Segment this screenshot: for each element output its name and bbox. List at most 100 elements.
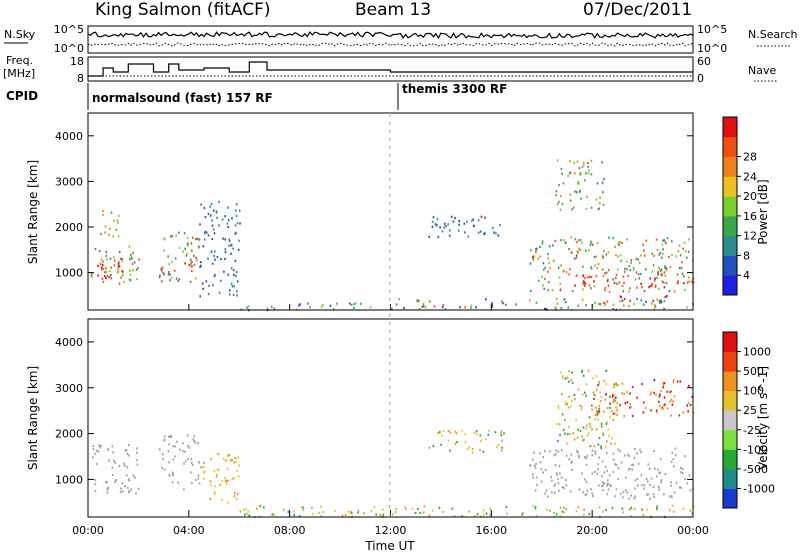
power-cell — [131, 262, 134, 265]
velocity-cell — [655, 409, 658, 412]
power-cell — [601, 181, 604, 184]
power-cell — [502, 302, 504, 305]
velocity-cell — [670, 390, 673, 393]
power-cell — [105, 270, 108, 273]
freq-right-tick-bottom: 0 — [697, 72, 704, 85]
velocity-cell — [555, 472, 558, 475]
velocity-cell — [123, 462, 125, 465]
velocity-cell — [597, 463, 599, 466]
velocity-cell — [598, 408, 600, 411]
power-cell — [105, 277, 107, 280]
velocity-cell — [585, 427, 588, 430]
power-cell — [529, 299, 531, 302]
power-cell — [537, 257, 539, 261]
power-cell — [590, 240, 592, 243]
power-cell — [555, 190, 558, 193]
velocity-cell — [603, 379, 605, 382]
power-cell — [539, 245, 541, 248]
power-cell — [568, 273, 570, 276]
power-cell — [492, 226, 494, 230]
power-cell — [614, 245, 616, 248]
power-cell — [582, 282, 584, 285]
power-cell — [651, 284, 653, 287]
power-cell — [606, 280, 609, 283]
power-cell — [558, 184, 560, 187]
power-cell — [529, 289, 532, 293]
power-cell — [224, 215, 226, 218]
power-cell — [643, 289, 646, 293]
power-cell — [675, 255, 678, 258]
power-cell — [578, 247, 580, 250]
velocity-cell — [605, 422, 608, 425]
velocity-cell — [197, 474, 200, 477]
velocity-cell — [564, 432, 566, 435]
power-cell — [628, 290, 630, 293]
power-cell — [458, 223, 460, 226]
power-cell — [128, 278, 131, 281]
velocity-cell — [680, 466, 682, 469]
velocity-cell — [487, 433, 490, 436]
radar-title: King Salmon (fitACF) — [95, 0, 271, 20]
power-cell — [636, 286, 638, 289]
power-cell — [205, 280, 208, 283]
velocity-cell — [653, 450, 655, 453]
velocity-cell — [221, 479, 223, 483]
velocity-cell — [124, 485, 126, 488]
velocity-cell — [447, 439, 450, 442]
velocity-cell — [363, 512, 365, 515]
velocity-cell — [671, 496, 673, 499]
power-ytick-label: 3000 — [55, 175, 83, 188]
velocity-cell — [136, 447, 138, 450]
power-cell — [227, 219, 230, 222]
velocity-cell — [564, 377, 567, 380]
power-cell — [470, 304, 473, 307]
power-cell — [235, 274, 237, 278]
velocity-cell — [582, 393, 584, 396]
power-cell — [230, 267, 233, 270]
velocity-cell — [587, 432, 590, 435]
velocity-cell — [560, 476, 563, 479]
power-colorbar-tick-label: 4 — [743, 269, 750, 282]
velocity-cell — [612, 418, 615, 421]
power-cell — [615, 273, 618, 277]
velocity-cell — [554, 464, 557, 467]
velocity-cell — [128, 479, 131, 482]
velocity-cell — [224, 476, 226, 479]
power-cell — [132, 269, 134, 272]
power-cell — [633, 302, 635, 306]
velocity-cell — [660, 389, 662, 393]
velocity-cell — [587, 369, 590, 372]
velocity-cell — [546, 508, 548, 511]
power-cell — [666, 295, 668, 298]
velocity-cell — [593, 393, 596, 396]
velocity-cell — [611, 437, 613, 440]
velocity-cell — [595, 406, 597, 409]
velocity-colorbar-frame — [722, 331, 738, 509]
power-cell — [612, 303, 615, 306]
power-cell — [219, 279, 222, 282]
power-cell — [567, 174, 569, 177]
power-cell — [628, 265, 631, 268]
power-cell — [110, 211, 113, 214]
velocity-cell — [591, 472, 594, 475]
power-cell — [677, 282, 679, 285]
power-cell — [169, 279, 171, 282]
power-cell — [234, 224, 237, 227]
velocity-cell — [637, 462, 640, 465]
power-cell — [543, 287, 545, 290]
velocity-cell — [112, 451, 114, 454]
velocity-cell — [565, 403, 567, 406]
velocity-cell — [194, 479, 197, 482]
velocity-cell — [239, 510, 242, 513]
power-cell — [335, 302, 338, 305]
power-cell — [662, 248, 664, 251]
velocity-cell — [441, 434, 443, 437]
velocity-cell — [666, 390, 669, 393]
velocity-cell — [482, 514, 485, 517]
velocity-cell — [691, 395, 693, 398]
power-cell — [273, 307, 276, 310]
velocity-colorbar-tick-label: 1000 — [743, 346, 771, 359]
power-cell — [582, 265, 584, 268]
power-cell — [582, 275, 585, 278]
power-cell — [655, 238, 658, 241]
